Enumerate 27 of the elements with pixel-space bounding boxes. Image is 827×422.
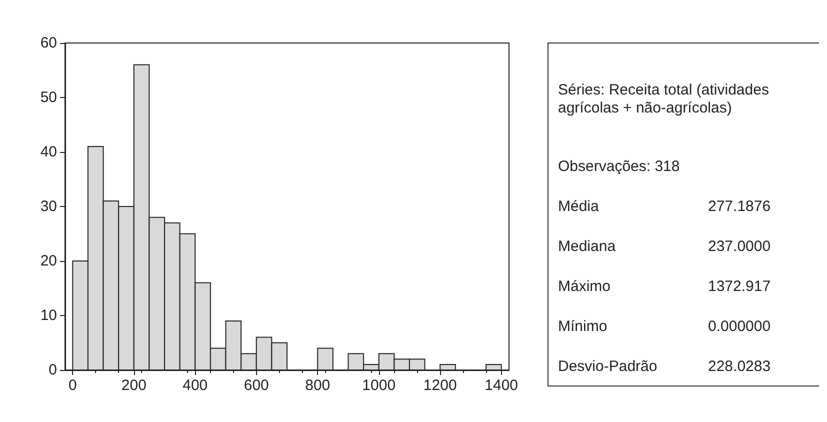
- y-tick-label: 60: [40, 34, 57, 52]
- x-tick-label: 800: [305, 377, 330, 394]
- x-tick-label: 400: [182, 377, 208, 394]
- text: Observações: 318: [558, 158, 680, 175]
- x-tick-label: 200: [121, 377, 146, 394]
- y-tick-label: 50: [40, 89, 57, 106]
- y-tick-label: 40: [40, 144, 57, 160]
- text: Séries: Receita total (atividades agrícolas + não-agrícolas): [558, 82, 774, 116]
- text: 1372.917: [708, 278, 771, 295]
- text: Desvio-Padrão: [558, 358, 658, 375]
- x-tick-label: 600: [244, 377, 269, 394]
- y-tick-label: 30: [40, 198, 57, 215]
- y-tick-label: 20: [40, 252, 57, 270]
- text: 0.000000: [708, 318, 771, 335]
- text: Mínimo: [558, 318, 608, 335]
- text: Média: [558, 198, 600, 215]
- x-tick-label: 0: [68, 377, 77, 394]
- y-tick-label: 10: [40, 307, 57, 324]
- text: Máximo: [558, 278, 611, 295]
- x-tick-label: 1200: [423, 377, 457, 394]
- text: Mediana: [558, 238, 616, 255]
- y-tick-label: 0: [48, 362, 57, 378]
- text: 237.0000: [708, 238, 771, 255]
- x-tick-label: 1400: [484, 377, 518, 394]
- text: 228.0283: [708, 358, 771, 375]
- x-tick-label: 1000: [362, 377, 396, 394]
- text: 277.1876: [708, 198, 771, 215]
